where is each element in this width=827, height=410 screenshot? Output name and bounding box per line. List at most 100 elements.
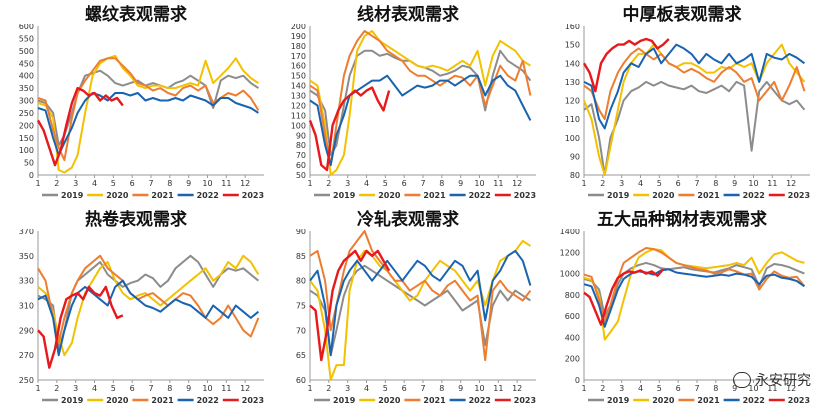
series-line-2022 [309,74,532,167]
x-tick-label: 4 [364,384,369,393]
x-tick-label: 7 [148,384,153,393]
y-tick-label: 150 [565,41,580,50]
x-tick-label: 9 [732,384,737,393]
y-tick-label: 130 [291,92,306,101]
y-tick-label: 0 [29,171,34,180]
x-tick-label: 1 [581,179,586,188]
y-tick-label: 75 [296,302,306,311]
x-tick-label: 5 [383,179,388,188]
legend-label: 2022 [469,191,491,200]
legend-label: 2019 [61,396,84,405]
x-tick-label: 7 [694,179,699,188]
x-tick-label: 12 [512,384,522,393]
legend-label: 2019 [607,191,630,200]
legend-label: 2020 [106,396,129,405]
watermark: 永安研究 [733,370,811,390]
series-line-2019 [309,264,531,357]
x-tick-label: 2 [326,384,331,393]
x-tick-label: 3 [619,179,624,188]
x-tick-label: 2 [54,384,59,393]
y-tick-label: 120 [565,97,580,106]
x-tick-label: 6 [402,384,407,393]
legend-label: 2023 [788,191,810,200]
x-tick-label: 5 [657,384,662,393]
x-tick-label: 12 [786,179,796,188]
y-tick-label: 270 [19,351,34,360]
x-tick-label: 12 [786,384,796,393]
y-tick-label: 80 [570,171,580,180]
chart-title: 螺纹表观需求 [85,5,187,25]
y-tick-label: 160 [291,62,306,71]
y-tick-label: 60 [296,161,306,170]
y-tick-label: 1000 [560,270,580,279]
x-tick-label: 6 [130,384,135,393]
legend-label: 2020 [378,191,401,200]
chart-title: 冷轧表观需求 [357,210,459,230]
x-tick-label: 7 [694,384,699,393]
x-tick-label: 8 [713,384,718,393]
series-line-2022 [583,43,805,130]
x-tick-label: 7 [420,179,425,188]
y-tick-label: 0 [575,376,580,385]
series-line-2023 [583,268,665,326]
y-tick-label: 450 [19,59,34,68]
chart-svg: 5060708090100110120130140150160170180190… [291,24,536,200]
x-tick-label: 9 [458,384,463,393]
x-tick-label: 8 [167,384,172,393]
series-line-2021 [583,47,806,121]
series-line-2023 [308,86,391,172]
series-line-2021 [37,254,260,344]
y-tick-label: 370 [19,229,34,236]
x-tick-label: 10 [202,384,212,393]
x-tick-label: 9 [458,179,463,188]
series-line-2023 [582,37,670,93]
y-tick-label: 1400 [560,229,580,236]
y-tick-label: 190 [291,32,306,41]
chart-panel: 中厚板表观需求 80 90 100 110 120 130 140 150 160 1 2 3 4 5 6 7 8… [546,0,818,205]
y-tick-label: 130 [565,78,580,87]
x-tick-label: 9 [186,384,191,393]
x-tick-label: 3 [345,179,350,188]
y-tick-label: 550 [19,34,34,43]
y-tick-label: 100 [291,121,306,130]
legend-label: 2022 [197,191,219,200]
x-tick-label: 7 [420,384,425,393]
x-tick-label: 11 [221,179,231,188]
x-tick-label: 8 [439,179,444,188]
y-tick-label: 65 [296,351,306,360]
legend-label: 2021 [423,396,446,405]
x-tick-label: 6 [130,179,135,188]
y-tick-label: 600 [565,312,580,321]
x-tick-label: 12 [240,179,250,188]
y-tick-label: 80 [296,141,306,150]
y-tick-label: 70 [296,326,306,335]
legend-label: 2023 [242,396,264,405]
legend-label: 2019 [607,396,630,405]
y-tick-label: 70 [296,151,306,160]
y-tick-label: 150 [19,134,34,143]
series-line-2021 [309,30,532,167]
x-tick-label: 4 [364,179,369,188]
x-tick-label: 4 [638,384,643,393]
chart-title: 线材表观需求 [357,5,459,25]
y-tick-label: 200 [565,355,580,364]
legend-label: 2020 [652,396,675,405]
legend-label: 2020 [652,191,675,200]
x-tick-label: 10 [748,179,758,188]
legend-label: 2022 [743,191,765,200]
series-line-2023 [37,285,124,369]
x-tick-label: 9 [186,179,191,188]
legend-label: 2021 [697,191,720,200]
x-tick-label: 10 [202,179,212,188]
chart-panel: 热卷表观需求 250 270 290 310 330 350 370 1 2 3 4 5 6 7 8 9 10 11… [0,205,272,410]
y-tick-label: 800 [565,291,580,300]
y-tick-label: 330 [19,277,34,286]
series-line-2020 [583,43,806,176]
y-tick-label: 90 [296,131,306,140]
x-tick-label: 4 [92,179,97,188]
series-line-2020 [583,248,805,341]
series-line-2022 [309,249,532,357]
